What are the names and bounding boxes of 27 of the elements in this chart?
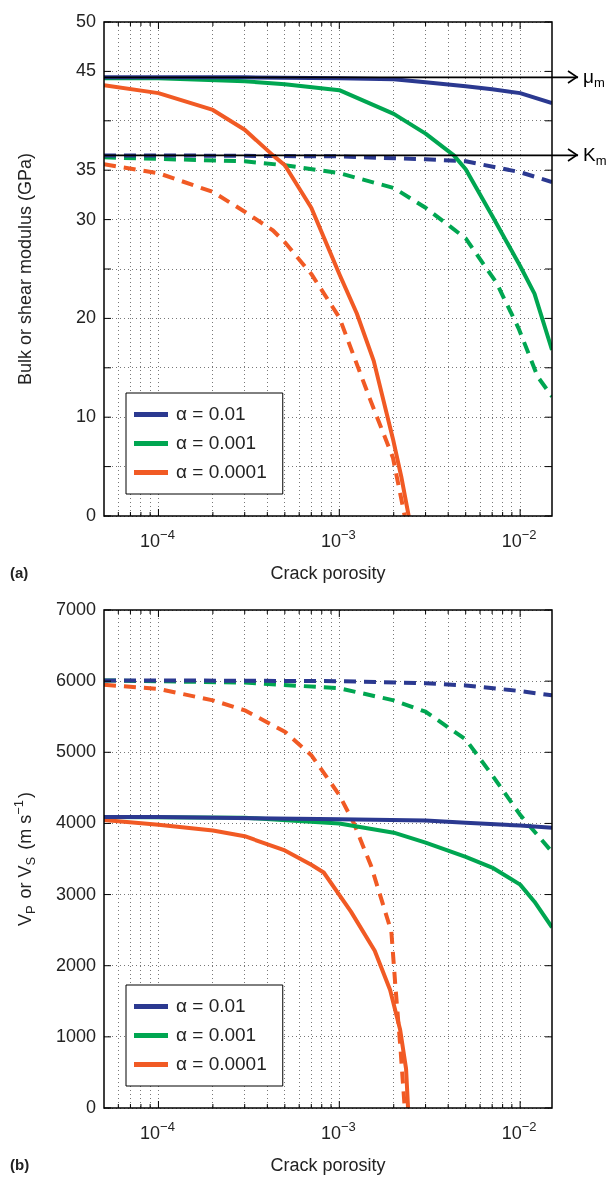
- legend-label: α = 0.001: [176, 1023, 257, 1045]
- y-tick-label: 4000: [55, 812, 96, 833]
- legend-label: α = 0.0001: [176, 460, 267, 482]
- y-axis-title: Bulk or shear modulus (GPa): [14, 152, 35, 386]
- y-axis-title: VP or VS (m s−1): [11, 791, 38, 927]
- y-tick-label: 0: [85, 1096, 96, 1117]
- y-tick-label: 1000: [55, 1025, 96, 1046]
- x-axis-title: Crack porosity: [270, 562, 386, 583]
- y-tick-label: 7000: [55, 598, 96, 619]
- text: (a): [10, 564, 29, 582]
- y-tick-label: 35: [75, 159, 97, 180]
- y-tick-label: 3000: [55, 883, 96, 904]
- y-tick-label: 30: [75, 208, 97, 229]
- x-axis-title: Crack porosity: [270, 1154, 386, 1175]
- y-tick-label: 10: [75, 406, 97, 427]
- legend-label: α = 0.0001: [176, 1052, 267, 1074]
- y-tick-label: 0: [85, 504, 96, 525]
- y-tick-label: 50: [75, 10, 97, 31]
- y-tick-label: 5000: [55, 741, 96, 762]
- y-tick-label: 20: [75, 307, 97, 328]
- legend-label: α = 0.01: [176, 994, 246, 1016]
- y-tick-label: 2000: [55, 954, 96, 975]
- legend-label: α = 0.01: [176, 402, 246, 424]
- y-tick-label: 45: [75, 60, 97, 81]
- text: (b): [10, 1156, 30, 1174]
- legend-label: α = 0.001: [176, 431, 257, 453]
- y-tick-label: 6000: [55, 670, 96, 691]
